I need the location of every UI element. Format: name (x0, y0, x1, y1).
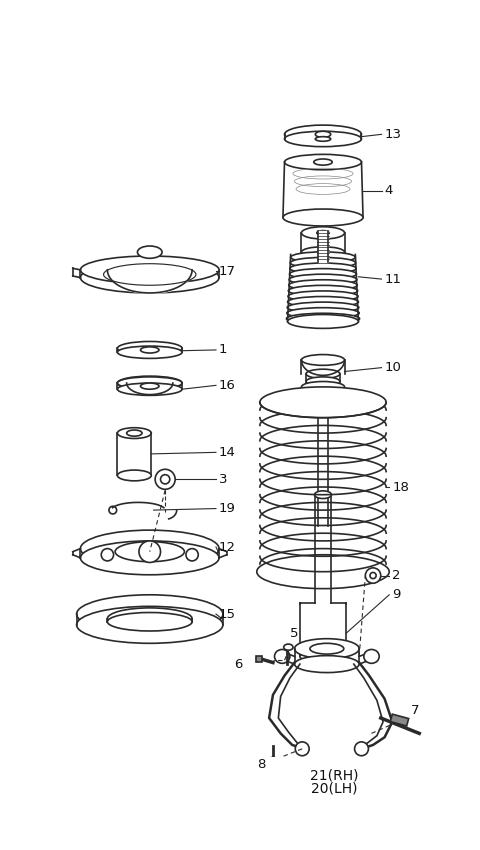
Ellipse shape (81, 530, 219, 567)
Ellipse shape (288, 291, 358, 302)
Ellipse shape (118, 376, 182, 390)
Ellipse shape (288, 286, 358, 296)
Text: 14: 14 (219, 446, 236, 459)
Ellipse shape (141, 347, 159, 353)
Ellipse shape (310, 643, 344, 654)
Text: 12: 12 (219, 541, 236, 553)
Ellipse shape (285, 155, 361, 170)
Circle shape (370, 572, 376, 579)
Ellipse shape (108, 608, 192, 630)
Ellipse shape (295, 655, 359, 672)
Bar (256, 655, 262, 662)
Text: 10: 10 (384, 361, 401, 374)
Text: 2: 2 (392, 569, 401, 582)
Ellipse shape (315, 131, 331, 138)
Ellipse shape (301, 227, 345, 239)
Ellipse shape (290, 258, 356, 269)
Ellipse shape (285, 131, 361, 147)
Ellipse shape (364, 649, 379, 663)
Ellipse shape (118, 470, 151, 481)
Ellipse shape (287, 314, 360, 324)
Text: 20(LH): 20(LH) (312, 782, 358, 796)
Ellipse shape (81, 541, 219, 575)
Text: 11: 11 (384, 273, 402, 286)
Circle shape (155, 469, 175, 490)
Circle shape (355, 742, 369, 756)
Ellipse shape (118, 428, 151, 439)
Ellipse shape (287, 308, 359, 319)
Text: 1: 1 (219, 343, 228, 356)
Ellipse shape (137, 246, 162, 258)
Text: 15: 15 (219, 608, 236, 620)
Text: 19: 19 (219, 502, 236, 515)
Ellipse shape (141, 383, 159, 389)
Text: 6: 6 (234, 658, 242, 671)
Ellipse shape (301, 354, 345, 366)
Text: 3: 3 (219, 473, 228, 486)
Ellipse shape (289, 275, 357, 285)
Ellipse shape (127, 430, 142, 436)
Text: 9: 9 (392, 588, 401, 601)
Ellipse shape (285, 125, 361, 144)
Circle shape (101, 548, 114, 561)
Ellipse shape (118, 377, 182, 389)
Text: 18: 18 (392, 480, 409, 494)
Ellipse shape (118, 342, 182, 355)
Ellipse shape (314, 159, 332, 165)
Circle shape (109, 507, 117, 514)
Circle shape (139, 541, 160, 563)
Ellipse shape (306, 377, 340, 386)
Ellipse shape (283, 209, 363, 226)
Ellipse shape (300, 650, 346, 662)
Text: 16: 16 (219, 379, 236, 392)
Ellipse shape (306, 369, 340, 378)
Bar (390, 714, 408, 726)
Text: 13: 13 (384, 128, 402, 141)
Ellipse shape (301, 246, 345, 258)
Text: 8: 8 (257, 757, 265, 771)
Ellipse shape (317, 230, 329, 235)
Text: 17: 17 (219, 265, 236, 278)
Ellipse shape (108, 613, 192, 631)
Ellipse shape (118, 383, 182, 395)
Ellipse shape (257, 555, 389, 589)
Ellipse shape (289, 269, 357, 280)
Text: 5: 5 (290, 626, 299, 640)
Ellipse shape (315, 137, 331, 141)
Circle shape (295, 742, 309, 756)
Ellipse shape (115, 541, 184, 562)
Ellipse shape (118, 346, 182, 359)
Ellipse shape (260, 387, 386, 417)
Ellipse shape (295, 638, 359, 659)
Ellipse shape (301, 382, 345, 393)
Ellipse shape (284, 644, 293, 650)
Polygon shape (318, 231, 328, 262)
Ellipse shape (290, 263, 356, 274)
Ellipse shape (287, 302, 359, 313)
Ellipse shape (314, 490, 332, 499)
Ellipse shape (77, 595, 223, 633)
Circle shape (186, 548, 198, 561)
Ellipse shape (288, 297, 359, 308)
Ellipse shape (81, 262, 219, 293)
Ellipse shape (288, 314, 359, 328)
Ellipse shape (275, 649, 290, 663)
Text: 4: 4 (384, 184, 393, 197)
Text: 7: 7 (411, 704, 420, 717)
Ellipse shape (81, 256, 219, 284)
Ellipse shape (77, 606, 223, 643)
Text: 21(RH): 21(RH) (310, 768, 359, 783)
Circle shape (365, 568, 381, 583)
Circle shape (267, 757, 278, 768)
Ellipse shape (289, 280, 357, 291)
Circle shape (160, 474, 170, 484)
Ellipse shape (291, 252, 355, 263)
